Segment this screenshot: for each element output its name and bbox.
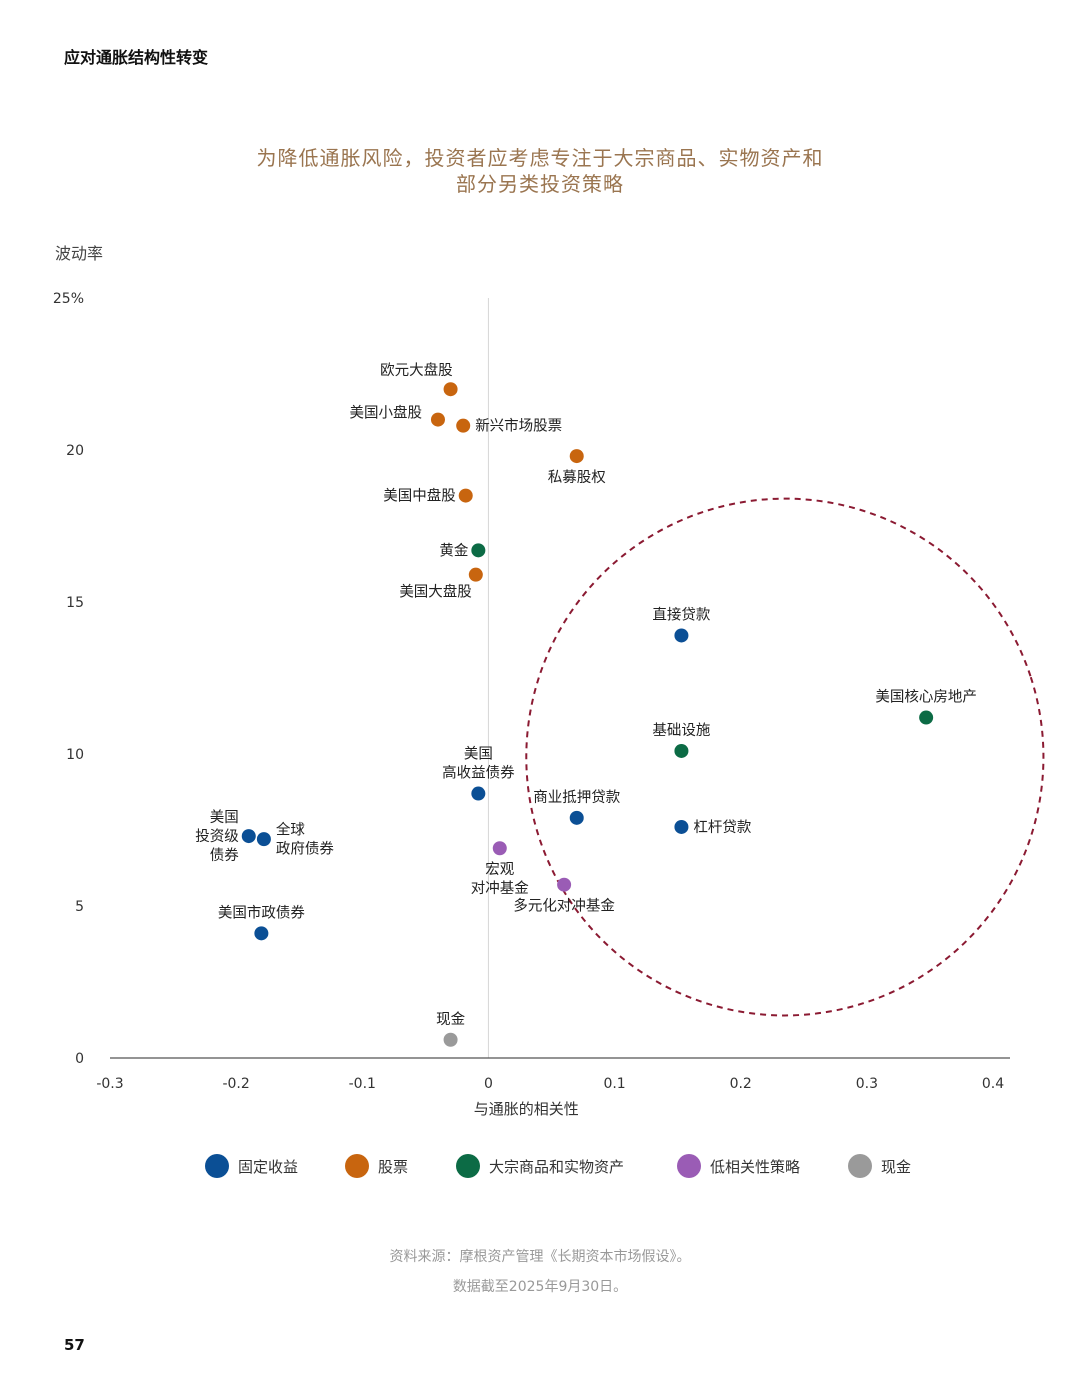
x-tick-label: 0.2 (730, 1076, 752, 1092)
y-tick-label: 5 (75, 899, 84, 915)
data-point-label: 美国 (464, 746, 493, 763)
data-point-label: 高收益债券 (442, 765, 515, 782)
data-point (458, 488, 473, 503)
data-point-label: 美国大盘股 (399, 583, 472, 601)
data-point-label: 基础设施 (652, 722, 710, 739)
data-point-label: 私募股权 (548, 469, 606, 486)
y-tick-label: 20 (66, 443, 84, 459)
source-note: 资料来源：摩根资产管理《长期资本市场假设》。 (389, 1249, 691, 1265)
data-point (674, 628, 689, 643)
legend-item: 大宗商品和实物资产 (456, 1152, 624, 1180)
page-number: 57 (64, 1336, 85, 1354)
legend-label: 固定收益 (238, 1157, 299, 1176)
data-point-label: 直接贷款 (652, 606, 710, 623)
data-point-label: 新兴市场股票 (475, 418, 562, 435)
data-point (919, 710, 934, 725)
data-point-label: 欧元大盘股 (380, 361, 453, 379)
data-point-label: 美国中盘股 (383, 487, 456, 505)
data-point-label: 债券 (210, 847, 239, 864)
data-point-label: 杠杆贷款 (693, 819, 751, 836)
data-point (492, 841, 507, 856)
y-tick-label: 25% (53, 291, 84, 307)
y-tick-label: 0 (75, 1051, 84, 1067)
legend-item: 现金 (848, 1152, 911, 1180)
data-point (569, 810, 584, 825)
data-date-note: 数据截至2025年9月30日。 (452, 1279, 628, 1295)
data-point-label: 现金 (436, 1011, 465, 1028)
data-point (254, 926, 269, 941)
data-point (471, 786, 486, 801)
data-point-label: 黄金 (439, 542, 468, 559)
y-tick-label: 15 (66, 595, 84, 611)
chart-legend: 固定收益 股票 大宗商品和实物资产 低相关性策略 现金 (0, 1152, 1080, 1182)
data-point (468, 567, 483, 582)
legend-label: 低相关性策略 (710, 1157, 801, 1176)
x-tick-label: 0.1 (603, 1076, 625, 1092)
data-point (674, 743, 689, 758)
chart-title-line2: 部分另类投资策略 (456, 172, 624, 196)
legend-label: 现金 (881, 1157, 912, 1176)
data-point (557, 877, 572, 892)
legend-item: 固定收益 (205, 1152, 298, 1180)
scatter-chart: -0.3 -0.2 -0.1 0 0.1 0.2 0.3 0.4 0 5 10 15 20 25% 与通胀的… (53, 291, 1045, 1118)
data-point (256, 832, 271, 847)
y-axis-label: 波动率 (55, 244, 104, 263)
legend-swatch (205, 1154, 229, 1178)
data-point (456, 418, 471, 433)
data-point-label: 美国核心房地产 (875, 689, 977, 706)
legend-item: 股票 (345, 1152, 408, 1180)
data-point-label: 投资级 (195, 828, 239, 845)
legend-label: 股票 (378, 1157, 409, 1176)
legend-swatch (345, 1154, 369, 1178)
x-tick-label: -0.2 (222, 1076, 249, 1092)
legend-swatch (456, 1154, 480, 1178)
data-point-label: 多元化对冲基金 (513, 898, 615, 915)
data-point (241, 829, 256, 844)
data-point (471, 543, 486, 558)
highlight-ellipse (525, 497, 1045, 1017)
x-tick-label: 0.3 (856, 1076, 878, 1092)
data-point (443, 382, 458, 397)
data-point-label: 商业抵押贷款 (533, 789, 620, 806)
y-tick-label: 10 (66, 747, 84, 763)
data-point-label: 宏观 (485, 861, 514, 878)
data-point (674, 819, 689, 834)
data-point-label: 全球 (276, 821, 305, 839)
legend-swatch (677, 1154, 701, 1178)
data-point-label: 美国市政债券 (218, 904, 305, 921)
legend-swatch (848, 1154, 872, 1178)
data-point-label: 美国 (210, 809, 239, 826)
page-header: 应对通胀结构性转变 (64, 48, 209, 67)
data-point-label: 政府债券 (276, 841, 334, 858)
data-point (443, 1032, 458, 1047)
legend-item: 低相关性策略 (677, 1152, 800, 1180)
x-tick-label: -0.3 (96, 1076, 123, 1092)
x-axis-label: 与通胀的相关性 (474, 1100, 579, 1118)
data-point (569, 449, 584, 464)
data-point-label: 对冲基金 (471, 880, 529, 897)
x-tick-label: -0.1 (349, 1076, 376, 1092)
legend-label: 大宗商品和实物资产 (489, 1157, 625, 1176)
chart-title-line1: 为降低通胀风险，投资者应考虑专注于大宗商品、实物资产和 (256, 146, 824, 170)
data-point-label: 美国小盘股 (349, 404, 422, 422)
x-tick-label: 0 (484, 1076, 493, 1092)
x-tick-label: 0.4 (982, 1076, 1004, 1092)
data-point (430, 412, 445, 427)
